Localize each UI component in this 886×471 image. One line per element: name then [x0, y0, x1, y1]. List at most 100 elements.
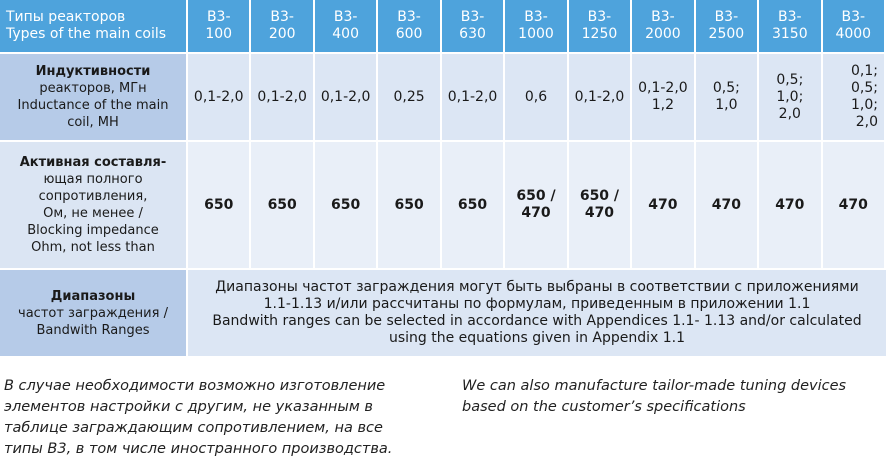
- text-line: 1,2: [651, 97, 675, 113]
- header-cell: В3- 4000: [822, 0, 884, 52]
- text-line: Types of the main coils: [6, 26, 167, 42]
- text-line: 1,0: [715, 97, 738, 113]
- text-line: 0,25: [393, 88, 425, 105]
- text-line: 470: [775, 196, 805, 213]
- text-line: Bandwith Ranges: [36, 322, 150, 338]
- header-cell: В3- 100: [188, 0, 250, 52]
- text-line: 630: [459, 26, 486, 42]
- text-line: 600: [395, 26, 423, 42]
- text-line: 4000: [835, 26, 872, 42]
- header-cell: В3- 1250: [568, 0, 631, 52]
- text-line: Bandwith ranges can be selected in accor…: [212, 313, 862, 329]
- text-line: В3-: [333, 9, 358, 25]
- table-cell: 0,1-2,0 1,2: [632, 54, 694, 140]
- header-cell: В3- 400: [314, 0, 377, 52]
- text-line: 0,6: [524, 88, 548, 105]
- text-line: 470: [711, 196, 741, 213]
- text-line: В3-: [778, 9, 802, 25]
- text-line: 0,1;: [851, 63, 878, 79]
- text-line: сопротивления,: [38, 189, 148, 204]
- text-line: В3-: [587, 9, 612, 25]
- text-line: 650 /: [579, 188, 620, 204]
- text-line: В3-: [651, 9, 675, 25]
- table-cell: 0,1-2,0: [188, 54, 250, 140]
- text-line: Индуктивности: [35, 64, 151, 79]
- table-cell: 0,6: [505, 54, 567, 140]
- text-line: 470: [838, 196, 868, 213]
- table-cell: 650: [251, 142, 313, 268]
- text-line: coil, МН: [67, 115, 119, 130]
- header-cell: В3- 630: [441, 0, 504, 52]
- text-line: 100: [205, 26, 233, 42]
- text-line: 0,1-2,0: [320, 88, 371, 105]
- header-cell: В3- 1000: [505, 0, 567, 52]
- text-line: 1250: [581, 26, 618, 42]
- table-cell: 0,5; 1,0; 2,0: [759, 54, 821, 140]
- table-cell: 470: [822, 142, 884, 268]
- text-line: Типы реакторов: [6, 9, 126, 25]
- row-label: Активная составля-ющая полного сопротивле…: [0, 142, 186, 268]
- text-line: реакторов, МГн: [39, 81, 147, 96]
- text-line: 470: [584, 205, 615, 221]
- text-line: 2,0: [855, 114, 878, 130]
- table-cell: 650: [441, 142, 504, 268]
- text-line: based on the customer’s specifications: [462, 399, 746, 415]
- text-line: 0,1-2,0: [574, 88, 625, 105]
- text-line: 2,0: [778, 105, 801, 122]
- text-line: элементов настройки с другим, не указанн…: [4, 399, 373, 415]
- table-cell: 0,1-2,0: [251, 54, 313, 140]
- text-line: 650: [394, 196, 424, 213]
- table-cell: 0,1; 0,5; 1,0; 2,0: [822, 54, 884, 140]
- text-line: 1.1-1.13 и/или рассчитаны по формулам, п…: [263, 296, 811, 312]
- text-line: 2500: [708, 26, 745, 42]
- text-line: Диапазоны: [50, 288, 136, 304]
- text-line: типы В3, в том числе иностранного произв…: [4, 441, 393, 457]
- text-line: 470: [648, 196, 678, 213]
- header-cell: В3- 200: [251, 0, 313, 52]
- text-line: В3-: [270, 9, 294, 25]
- header-label: Типы реакторов Types of the main coils: [0, 0, 186, 52]
- note-ru: В случае необходимости возможно изготовл…: [4, 376, 424, 466]
- row-label: Индуктивности реакторов, МГн Inductance of…: [0, 54, 186, 140]
- row-label: Диапазоны частот заграждения / Bandwith Ra…: [0, 270, 186, 356]
- text-line: 470: [521, 205, 551, 221]
- text-line: 0,5;: [776, 71, 804, 88]
- text-line: В3-: [397, 9, 421, 25]
- text-line: 0,1-2,0: [193, 88, 244, 105]
- merged-cell: Диапазоны частот заграждения могут быть …: [188, 270, 886, 356]
- text-line: 200: [268, 26, 296, 42]
- text-line: 0,1-2,0: [638, 80, 688, 96]
- text-line: 650 /: [516, 188, 556, 204]
- text-line: 0,5;: [851, 80, 878, 96]
- text-line: В3-: [714, 9, 739, 25]
- table-cell: 470: [695, 142, 758, 268]
- text-line: 650: [267, 196, 297, 213]
- table-cell: 650 /470: [568, 142, 631, 268]
- header-cell: В3- 3150: [759, 0, 821, 52]
- text-line: В3-: [524, 9, 548, 25]
- text-line: 2000: [645, 26, 681, 42]
- text-line: Активная составля-: [19, 155, 167, 170]
- table-cell: 0,25: [378, 54, 440, 140]
- text-line: 1000: [518, 26, 554, 42]
- text-line: В случае необходимости возможно изготовл…: [4, 378, 386, 394]
- note-en: We can also manufacture tailor-made tuni…: [462, 376, 886, 426]
- text-line: 0,1-2,0: [257, 88, 307, 105]
- text-line: частот заграждения /: [18, 305, 168, 321]
- text-line: 0,5;: [712, 80, 740, 96]
- text-line: We can also manufacture tailor-made tuni…: [462, 378, 847, 394]
- table-cell: 470: [759, 142, 821, 268]
- text-line: 650: [331, 196, 361, 213]
- text-line: 3150: [771, 26, 808, 42]
- text-line: Inductance of the main: [17, 98, 169, 113]
- text-line: using the equations given in Appendix 1.…: [388, 330, 686, 346]
- text-line: Ом, не менее /: [43, 206, 143, 221]
- table-cell: 470: [632, 142, 694, 268]
- header-cell: В3- 600: [378, 0, 440, 52]
- table-cell: 0,1-2,0: [441, 54, 504, 140]
- header-cell: В3- 2000: [632, 0, 694, 52]
- table-cell: 650: [188, 142, 250, 268]
- header-cell: В3- 2500: [695, 0, 758, 52]
- table-cell: 650 /470: [505, 142, 567, 268]
- text-line: 1,0;: [776, 88, 804, 105]
